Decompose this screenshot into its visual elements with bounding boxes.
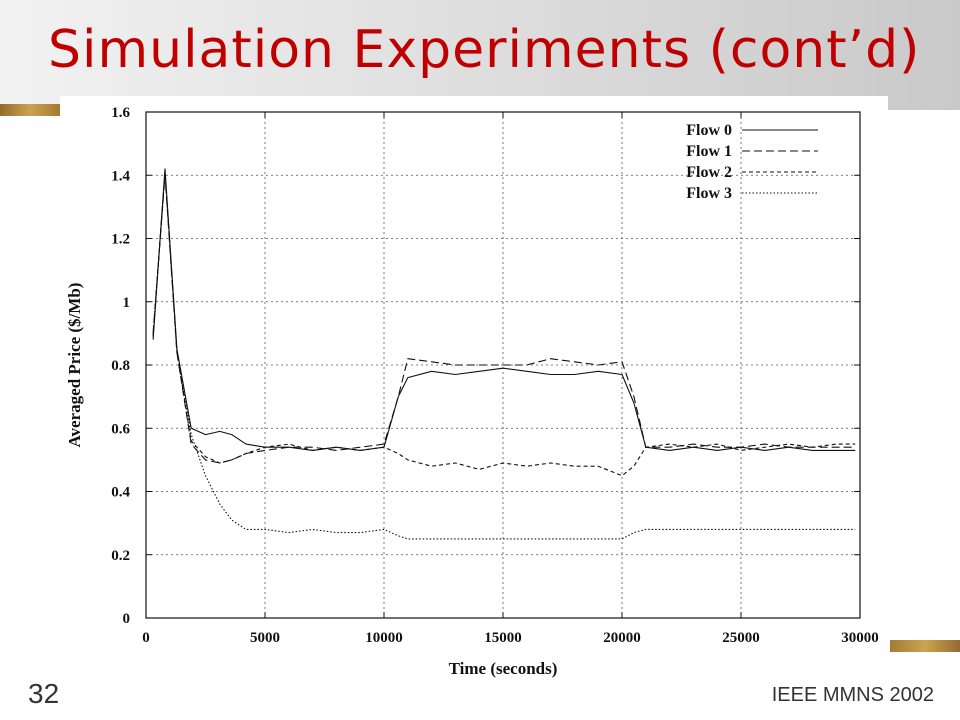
- x-axis-title: Time (seconds): [449, 659, 558, 678]
- x-tick-label: 15000: [484, 630, 522, 646]
- title-band-background: [0, 0, 960, 110]
- series-line-flow-1: [152, 174, 856, 464]
- y-tick-label: 0: [123, 611, 131, 627]
- y-tick-label: 1.4: [111, 168, 130, 184]
- x-tick-label: 25000: [722, 630, 760, 646]
- slide-title: Simulation Experiments (cont’d): [48, 20, 921, 80]
- accent-stripe-left: [0, 104, 60, 116]
- series-line-flow-3: [152, 171, 856, 540]
- price-line-chart: 0 5000 10000 15000 20000 25000 30000 0 0.2 0.4 0.6…: [65, 105, 879, 678]
- x-tick-label: 10000: [365, 630, 403, 646]
- y-tick-label: 0.6: [111, 421, 130, 437]
- y-axis-title: Averaged Price ($/Mb): [65, 283, 84, 448]
- footer-conference: IEEE MMNS 2002: [771, 684, 934, 706]
- x-tick-label: 5000: [250, 630, 280, 646]
- y-tick-label: 1.6: [111, 105, 130, 121]
- y-tick-label: 1.2: [111, 232, 130, 248]
- y-tick-label: 0.4: [111, 485, 130, 501]
- legend-label-flow-0: Flow 0: [686, 122, 732, 139]
- x-tick-label: 30000: [841, 630, 879, 646]
- series-line-flow-2: [152, 171, 856, 477]
- chart-panel: 0 5000 10000 15000 20000 25000 30000 0 0.2 0.4 0.6…: [60, 96, 888, 684]
- legend-label-flow-2: Flow 2: [686, 164, 732, 181]
- legend-label-flow-1: Flow 1: [686, 143, 732, 160]
- accent-stripe-right: [890, 640, 960, 652]
- y-tick-label: 0.8: [111, 358, 130, 374]
- x-tick-label: 20000: [603, 630, 641, 646]
- y-tick-label: 1: [123, 295, 131, 311]
- x-tick-label: 0: [142, 630, 150, 646]
- legend-label-flow-3: Flow 3: [686, 185, 732, 202]
- slide-number: 32: [28, 678, 60, 709]
- y-tick-label: 0.2: [111, 548, 130, 564]
- series-line-flow-0: [152, 168, 856, 451]
